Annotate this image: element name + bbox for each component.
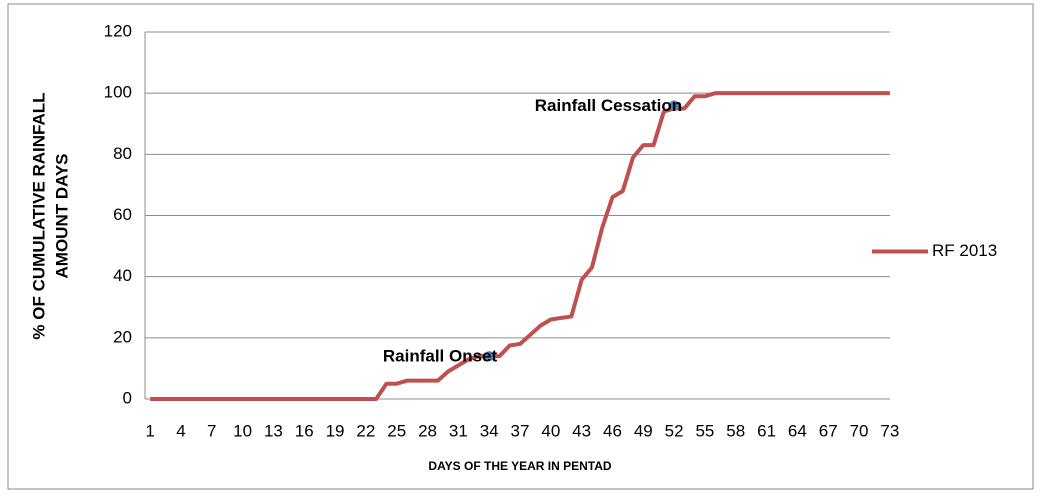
y-tick-label: 0 (123, 388, 132, 407)
x-axis-title: DAYS OF THE YEAR IN PENTAD (428, 459, 611, 473)
x-tick-label: 4 (176, 421, 185, 440)
x-tick-label: 67 (819, 421, 838, 440)
y-tick-label: 60 (113, 205, 132, 224)
x-tick-label: 37 (511, 421, 530, 440)
x-tick-label: 58 (726, 421, 745, 440)
x-tick-label: 10 (233, 421, 252, 440)
x-tick-label: 22 (356, 421, 375, 440)
x-tick-label: 40 (541, 421, 560, 440)
x-tick-label: 34 (480, 421, 499, 440)
annotation-point (669, 100, 680, 111)
x-tick-label: 28 (418, 421, 437, 440)
x-tick-label: 73 (880, 421, 899, 440)
y-tick-label: 20 (113, 327, 132, 346)
legend-label: RF 2013 (932, 241, 997, 260)
annotation-point (484, 351, 495, 362)
y-tick-label: 80 (113, 144, 132, 163)
x-tick-label: 31 (449, 421, 468, 440)
y-tick-label: 120 (104, 21, 132, 40)
x-tick-label: 61 (757, 421, 776, 440)
x-tick-label: 70 (850, 421, 869, 440)
x-tick-label: 55 (695, 421, 714, 440)
x-tick-label: 19 (326, 421, 345, 440)
chart-frame (7, 3, 1034, 490)
x-tick-label: 7 (207, 421, 216, 440)
annotation-label: Rainfall Cessation (535, 96, 682, 115)
x-tick-label: 49 (634, 421, 653, 440)
x-tick-label: 13 (264, 421, 283, 440)
x-tick-label: 43 (572, 421, 591, 440)
x-tick-label: 46 (603, 421, 622, 440)
x-tick-label: 16 (295, 421, 314, 440)
x-tick-label: 1 (145, 421, 154, 440)
x-tick-label: 52 (665, 421, 684, 440)
data-line (150, 91, 890, 401)
y-tick-label: 40 (113, 266, 132, 285)
y-axis-title: % OF CUMULATIVE RAINFALL (29, 92, 48, 339)
x-tick-label: 25 (387, 421, 406, 440)
y-axis-title: AMOUNT DAYS (52, 154, 71, 279)
annotation-label: Rainfall Onset (383, 347, 498, 366)
x-tick-label: 64 (788, 421, 807, 440)
y-tick-label: 100 (104, 83, 132, 102)
